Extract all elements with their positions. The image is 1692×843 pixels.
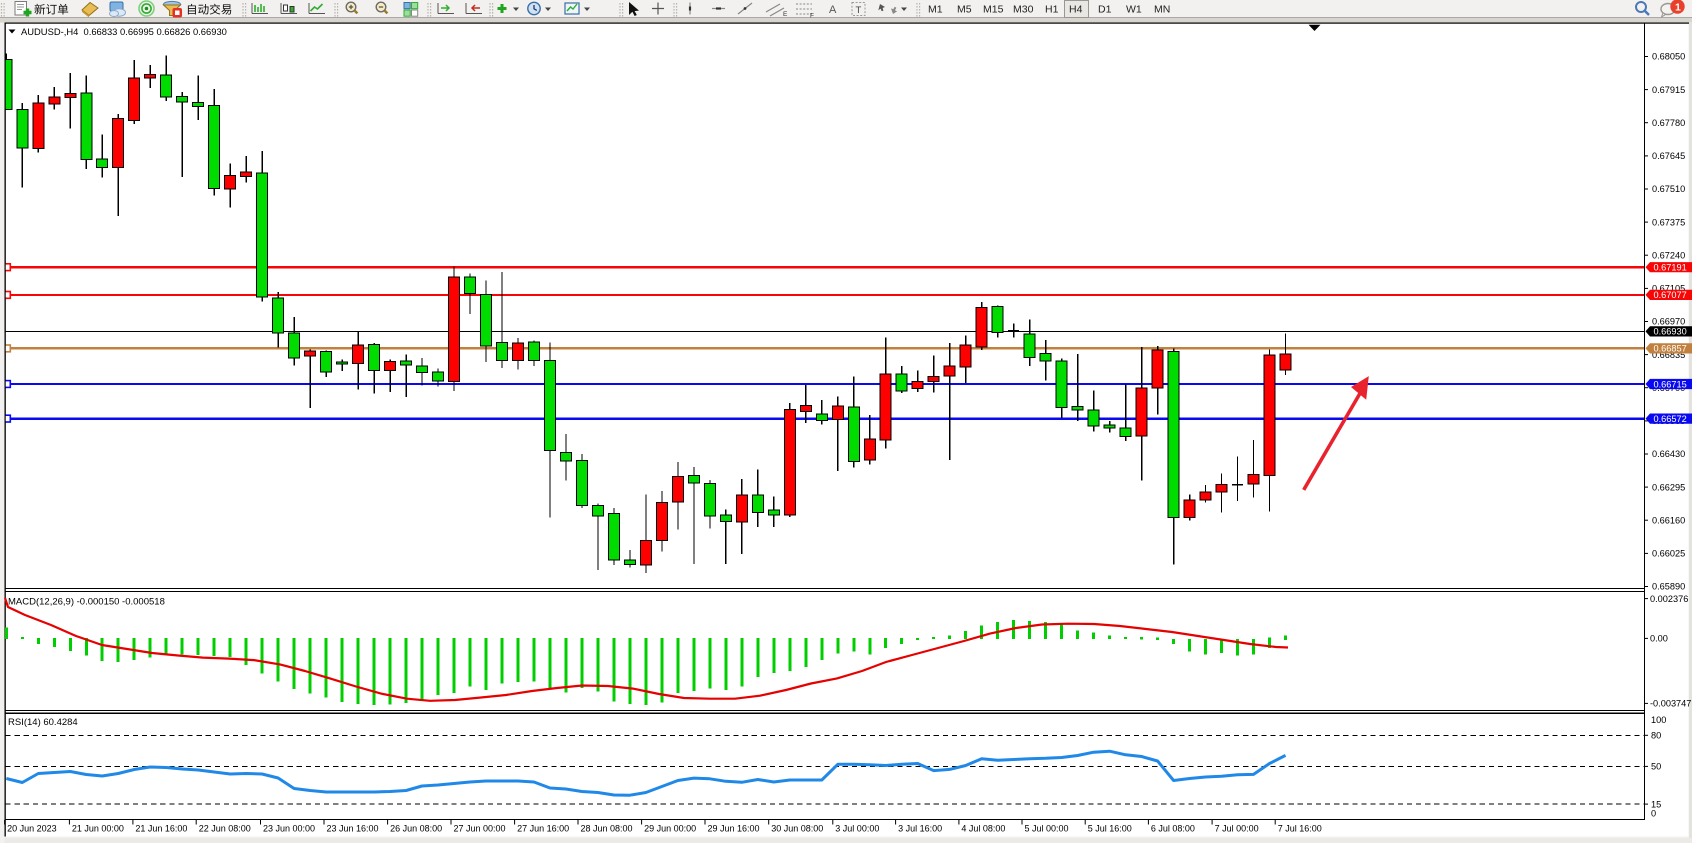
svg-text:0.66715: 0.66715 [1654,379,1687,389]
svg-text:MACD(12,26,9) -0.000150 -0.000: MACD(12,26,9) -0.000150 -0.000518 [8,597,165,608]
svg-text:20 Jun 2023: 20 Jun 2023 [7,824,57,834]
svg-text:RSI(14) 60.4284: RSI(14) 60.4284 [8,717,78,728]
svg-text:22 Jun 08:00: 22 Jun 08:00 [199,824,251,834]
svg-text:3 Jul 16:00: 3 Jul 16:00 [898,824,942,834]
svg-text:100: 100 [1651,715,1666,725]
svg-text:0.66835: 0.66835 [1652,350,1685,360]
svg-text:0: 0 [1651,808,1656,818]
svg-text:H4: H4 [1069,4,1083,16]
svg-text:0.67077: 0.67077 [1654,290,1687,300]
svg-text:0.67510: 0.67510 [1652,184,1685,194]
svg-text:26 Jun 08:00: 26 Jun 08:00 [390,824,442,834]
svg-text:M1: M1 [928,4,943,16]
svg-text:0.66295: 0.66295 [1652,482,1685,492]
svg-text:0.00: 0.00 [1650,634,1668,644]
svg-text:H1: H1 [1045,4,1059,16]
svg-text:0.67645: 0.67645 [1652,151,1685,161]
svg-text:0.66160: 0.66160 [1652,515,1685,525]
svg-text:4 Jul 08:00: 4 Jul 08:00 [961,824,1005,834]
svg-text:21 Jun 16:00: 21 Jun 16:00 [135,824,187,834]
svg-text:MN: MN [1154,4,1170,16]
svg-text:80: 80 [1651,731,1661,741]
svg-text:7 Jul 00:00: 7 Jul 00:00 [1215,824,1259,834]
svg-text:E: E [783,11,788,18]
svg-text:5 Jul 16:00: 5 Jul 16:00 [1088,824,1132,834]
svg-text:7 Jul 16:00: 7 Jul 16:00 [1278,824,1322,834]
svg-text:0.67240: 0.67240 [1652,250,1685,260]
svg-text:0.67105: 0.67105 [1652,284,1685,294]
svg-text:29 Jun 16:00: 29 Jun 16:00 [708,824,760,834]
svg-text:27 Jun 16:00: 27 Jun 16:00 [517,824,569,834]
svg-text:D1: D1 [1098,4,1112,16]
svg-text:29 Jun 00:00: 29 Jun 00:00 [644,824,696,834]
svg-text:6 Jul 08:00: 6 Jul 08:00 [1151,824,1195,834]
svg-text:W1: W1 [1126,4,1142,16]
svg-text:28 Jun 08:00: 28 Jun 08:00 [581,824,633,834]
svg-text:23 Jun 00:00: 23 Jun 00:00 [263,824,315,834]
svg-text:0.66930: 0.66930 [1654,327,1687,337]
svg-text:0.68050: 0.68050 [1652,52,1685,62]
svg-text:30 Jun 08:00: 30 Jun 08:00 [771,824,823,834]
svg-text:0.66025: 0.66025 [1652,549,1685,559]
svg-text:0.66430: 0.66430 [1652,449,1685,459]
svg-text:0.67375: 0.67375 [1652,217,1685,227]
svg-text:0.67915: 0.67915 [1652,85,1685,95]
svg-text:50: 50 [1651,762,1661,772]
svg-text:23 Jun 16:00: 23 Jun 16:00 [327,824,379,834]
svg-text:M15: M15 [983,4,1004,16]
svg-text:0.66970: 0.66970 [1652,317,1685,327]
svg-text:0.66572: 0.66572 [1654,414,1687,424]
svg-text:M30: M30 [1013,4,1034,16]
svg-text:A: A [829,4,837,16]
svg-text:3 Jul 00:00: 3 Jul 00:00 [835,824,879,834]
svg-text:AUDUSD-,H4 0.66833 0.66995 0.: AUDUSD-,H4 0.66833 0.66995 0.66826 0.669… [21,26,227,37]
svg-text:F: F [810,13,814,20]
svg-text:0.002376: 0.002376 [1650,594,1688,604]
svg-text:0.67191: 0.67191 [1654,263,1687,273]
svg-text:-0.003747: -0.003747 [1650,699,1691,709]
svg-text:T: T [856,5,862,16]
svg-text:21 Jun 00:00: 21 Jun 00:00 [72,824,124,834]
svg-text:M5: M5 [957,4,972,16]
svg-text:0.65890: 0.65890 [1652,582,1685,592]
svg-text:27 Jun 00:00: 27 Jun 00:00 [454,824,506,834]
svg-text:1: 1 [1675,1,1681,13]
svg-text:0.67780: 0.67780 [1652,118,1685,128]
svg-text:0.66857: 0.66857 [1654,344,1687,354]
svg-text:5 Jul 00:00: 5 Jul 00:00 [1025,824,1069,834]
svg-text:15: 15 [1651,799,1661,809]
